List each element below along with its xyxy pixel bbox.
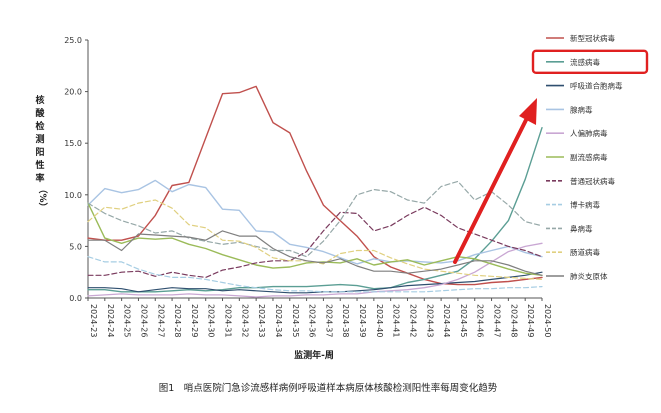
- x-tick-label: 2024-41: [392, 304, 401, 337]
- legend-label: 鼻病毒: [570, 223, 593, 233]
- series-group: [87, 85, 543, 298]
- red-arrow-shaft: [453, 110, 532, 264]
- legend-label: 博卡病毒: [570, 200, 600, 210]
- highlight-box: [531, 49, 649, 74]
- x-tick-label: 2024-46: [476, 304, 485, 337]
- x-tick-label: 2024-43: [425, 304, 434, 337]
- x-tick-label: 2024-34: [274, 304, 283, 337]
- series-line-1: [87, 85, 543, 286]
- x-tick-label: 2024-42: [408, 304, 417, 337]
- legend-label: 腺病毒: [570, 104, 593, 114]
- series-line-9: [87, 180, 543, 258]
- x-tick-label: 2024-40: [375, 304, 384, 337]
- legend-label: 副流感病毒: [570, 152, 608, 162]
- y-tick-label: 20.0: [64, 88, 82, 97]
- x-tick-label: 2024-49: [526, 304, 535, 337]
- x-tick-label: 2024-29: [190, 304, 199, 337]
- x-tick-label: 2024-44: [442, 304, 451, 337]
- x-tick-label: 2024-38: [341, 304, 350, 337]
- legend-label: 肺炎支原体: [570, 271, 608, 281]
- y-tick-label: 25.0: [64, 36, 82, 45]
- x-tick-label: 2024-32: [240, 304, 249, 337]
- axes-group: 0.0 5.0 10.0 15.0 20.0 25.0 2024-23 2024-24 2024…: [64, 36, 552, 337]
- x-tick-label: 2024-27: [156, 304, 165, 337]
- legend-group: 新型冠状病毒流感病毒呼吸道合胞病毒腺病毒人偏肺病毒副流感病毒普通冠状病毒博卡病毒…: [546, 33, 623, 281]
- legend-label: 人偏肺病毒: [570, 128, 608, 138]
- y-tick-label: 5.0: [69, 242, 82, 251]
- x-tick-label: 2024-36: [308, 304, 317, 337]
- y-axis-title-group: 核酸检测阳性率（%）: [35, 94, 48, 212]
- series-line-11: [87, 230, 543, 276]
- y-axis-title-char: 检: [35, 120, 44, 132]
- legend-label: 流感病毒: [570, 57, 600, 67]
- y-tick-label: 10.0: [64, 191, 82, 200]
- y-axis-title-char: 性: [35, 159, 44, 171]
- legend-label: 肠道病毒: [570, 247, 600, 257]
- y-axis-title-char: 阳: [35, 147, 44, 158]
- x-tick-label: 2024-23: [89, 304, 98, 337]
- annotation-group: [453, 49, 649, 264]
- x-tick-label: 2024-50: [543, 304, 552, 337]
- x-tick-label: 2024-26: [139, 304, 148, 337]
- legend-label: 普通冠状病毒: [570, 176, 615, 186]
- figure-caption: 图1 哨点医院门急诊流感样病例呼吸道样本病原体核酸检测阳性率每周变化趋势: [159, 382, 498, 394]
- y-tick-label: 0.0: [69, 294, 82, 303]
- series-line-7: [87, 206, 543, 278]
- x-axis-title: 监测年-周: [294, 349, 334, 361]
- y-axis-title-char: 酸: [35, 107, 45, 119]
- y-axis-title-char: 核: [35, 94, 44, 106]
- x-tick-label: 2024-35: [291, 304, 300, 337]
- x-tick-label: 2024-39: [358, 304, 367, 337]
- y-axis-title-char: 测: [35, 133, 44, 145]
- y-axis-title-char: 率: [35, 172, 44, 184]
- y-tick-label: 15.0: [64, 139, 82, 148]
- x-tick-label: 2024-28: [173, 304, 182, 337]
- x-tick-label: 2024-37: [324, 304, 333, 337]
- x-tick-label: 2024-30: [207, 304, 216, 337]
- series-line-2: [87, 126, 543, 293]
- legend-label: 新型冠状病毒: [570, 33, 615, 43]
- series-line-3: [87, 271, 543, 294]
- x-tick-label: 2024-45: [459, 304, 468, 337]
- x-tick-label: 2024-24: [106, 304, 115, 337]
- legend-label: 呼吸道合胞病毒: [570, 81, 623, 91]
- x-tick-label: 2024-48: [509, 304, 518, 337]
- x-tick-label: 2024-33: [257, 304, 266, 337]
- x-tick-label: 2024-25: [123, 304, 132, 337]
- x-tick-label: 2024-31: [224, 304, 233, 337]
- series-line-5: [87, 242, 543, 298]
- y-axis-title-char: （%）: [37, 184, 48, 211]
- x-tick-label: 2024-47: [493, 304, 502, 337]
- red-arrow-head: [519, 98, 537, 125]
